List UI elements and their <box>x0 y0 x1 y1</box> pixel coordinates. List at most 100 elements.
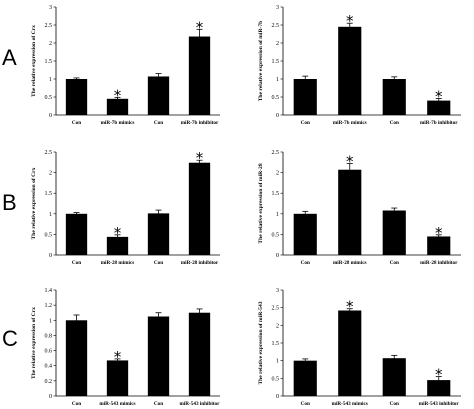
x-category-label: Con <box>72 120 81 126</box>
bar-chart-5: 0 0.2 0.4 0.6 0.8 1 1.2 1.4 The relative express… <box>31 288 220 407</box>
bar-chart-1: 0 0.5 1 1.5 2 2.5 3 The relative expression of … <box>31 5 220 126</box>
significance-star: * <box>346 298 354 316</box>
x-category-label: miR-7b inhibitor <box>181 120 219 126</box>
y-tick-label: 2.5 <box>272 306 280 312</box>
bar <box>427 236 451 255</box>
y-tick-label: 0.5 <box>272 232 280 238</box>
x-category-label: Con <box>154 120 163 126</box>
y-tick-label: 0 <box>49 113 52 119</box>
significance-star: * <box>435 87 443 105</box>
bar <box>106 98 129 115</box>
y-tick-label: 0.4 <box>45 364 53 370</box>
y-tick-label: 0.5 <box>45 232 53 238</box>
y-tick-label: 0.6 <box>45 349 53 355</box>
bar <box>147 316 170 396</box>
bar-chart-4: 0 0.5 1 1.5 2 2.5 The relative expression of m… <box>258 150 461 266</box>
x-category-label: miR-543 mimics <box>332 401 368 407</box>
bar <box>382 358 406 396</box>
panel-label-b: B <box>2 190 17 215</box>
significance-star: * <box>346 12 354 30</box>
y-tick-label: 2.5 <box>272 150 280 156</box>
y-axis-title: The relative expression of miR-7b <box>258 21 264 102</box>
y-tick-label: 1.2 <box>45 303 53 309</box>
y-tick-label: 2.5 <box>45 23 53 29</box>
y-tick-label: 1.5 <box>272 341 280 347</box>
bar <box>188 162 211 255</box>
x-category-label: miR-28 mimics <box>333 260 367 266</box>
x-category-label: Con <box>72 260 81 266</box>
x-category-label: Con <box>390 401 399 407</box>
y-tick-label: 2 <box>276 171 279 177</box>
significance-star: * <box>196 18 204 36</box>
bar-chart-3: 0 0.5 1 1.5 2 2.5 The relative expression of C… <box>31 149 220 266</box>
bar <box>338 310 362 396</box>
x-category-label: miR-543 mimics <box>99 401 135 407</box>
y-tick-label: 3 <box>276 5 279 11</box>
charts-container: 0 0.5 1 1.5 2 2.5 3 The relative expression of … <box>31 5 461 407</box>
bar <box>382 210 406 255</box>
bar <box>293 79 317 115</box>
y-tick-label: 1 <box>276 77 279 83</box>
y-tick-label: 0 <box>49 253 52 259</box>
x-category-label: miR-28 mimics <box>101 260 135 266</box>
y-tick-label: 1.5 <box>272 191 280 197</box>
y-axis-title: The relative expression of miR-28 <box>258 163 264 243</box>
y-tick-label: 1 <box>276 359 279 365</box>
x-category-label: miR-543 inhibitor <box>180 401 221 407</box>
x-category-label: miR-28 inhibitor <box>420 260 458 266</box>
bar <box>65 320 88 396</box>
x-category-label: Con <box>72 401 81 407</box>
y-tick-label: 0.5 <box>272 376 280 382</box>
y-tick-label: 0.8 <box>45 333 53 339</box>
y-tick-label: 1.5 <box>45 191 53 197</box>
bar <box>382 79 406 115</box>
y-tick-label: 2.5 <box>45 150 53 156</box>
y-tick-label: 2 <box>49 41 52 47</box>
y-tick-label: 2 <box>276 41 279 47</box>
y-tick-label: 0 <box>276 253 279 259</box>
y-tick-label: 1 <box>49 77 52 83</box>
bar <box>147 76 170 115</box>
y-axis-title: The relative expression of Crx <box>31 307 37 379</box>
x-category-label: Con <box>301 260 310 266</box>
y-tick-label: 1 <box>49 212 52 218</box>
x-category-label: Con <box>390 120 399 126</box>
significance-star: * <box>114 348 122 366</box>
significance-star: * <box>346 153 354 171</box>
x-category-label: miR-7b mimics <box>333 120 367 126</box>
bar <box>427 100 451 115</box>
y-tick-label: 0.2 <box>45 379 53 385</box>
bar <box>293 360 317 396</box>
x-category-label: miR-28 inhibitor <box>181 260 219 266</box>
y-tick-label: 0 <box>49 394 52 400</box>
bar <box>147 213 170 255</box>
significance-star: * <box>435 366 443 384</box>
y-axis-title: The relative expression of miR-543 <box>258 301 264 384</box>
bar-chart-6: 0 0.5 1 1.5 2 2.5 3 The relative expression of … <box>258 288 461 407</box>
x-category-label: miR-543 inhibitor <box>419 401 460 407</box>
y-tick-label: 2.5 <box>272 23 280 29</box>
panel-label-a: A <box>2 45 17 70</box>
y-tick-label: 3 <box>49 5 52 11</box>
x-category-label: miR-7b inhibitor <box>420 120 458 126</box>
significance-star: * <box>196 149 204 167</box>
bar <box>188 312 211 396</box>
x-category-label: Con <box>301 401 310 407</box>
bar <box>106 236 129 255</box>
y-axis-title: The relative expression of Crx <box>31 167 37 239</box>
x-category-label: Con <box>154 260 163 266</box>
significance-star: * <box>114 224 122 242</box>
y-tick-label: 0.5 <box>45 95 53 101</box>
y-tick-label: 1.4 <box>45 288 53 294</box>
bar <box>338 169 362 255</box>
y-tick-label: 0.5 <box>272 95 280 101</box>
bar <box>106 360 129 396</box>
y-tick-label: 1.5 <box>272 59 280 65</box>
y-tick-label: 2 <box>49 171 52 177</box>
bar <box>293 213 317 255</box>
y-tick-label: 1.5 <box>45 59 53 65</box>
bar <box>188 36 211 115</box>
y-tick-label: 1 <box>49 318 52 324</box>
y-tick-label: 0 <box>276 113 279 119</box>
